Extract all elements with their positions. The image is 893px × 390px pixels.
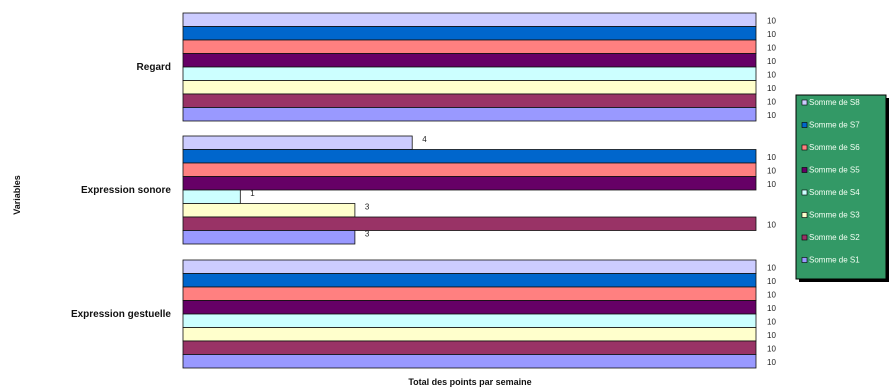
bar [182, 286, 757, 301]
legend-entry: Somme de S7 [809, 121, 860, 130]
legend-swatch [801, 99, 808, 106]
category-label: Expression sonore [81, 185, 171, 196]
bar [182, 80, 757, 95]
data-label: 10 [767, 17, 776, 26]
y-axis-title: Variables [12, 175, 22, 215]
data-label: 10 [767, 318, 776, 327]
legend-entry: Somme de S4 [809, 188, 860, 197]
category-label: Regard [137, 62, 171, 73]
data-label: 10 [767, 98, 776, 107]
legend-entry: Somme de S8 [809, 98, 860, 107]
legend: Somme de S8 Somme de S7 Somme de S6 Somme d… [795, 94, 889, 282]
data-label: 10 [767, 167, 776, 176]
data-label: 10 [767, 84, 776, 93]
bar [182, 327, 757, 342]
bar [182, 12, 757, 27]
data-label: 10 [767, 180, 776, 189]
legend-swatch [801, 167, 808, 173]
bar [182, 313, 757, 328]
legend-swatch [801, 212, 808, 218]
bar [182, 300, 757, 315]
bar [182, 149, 757, 164]
bar [182, 354, 757, 369]
data-label: 10 [767, 221, 776, 230]
legend-swatch [801, 144, 808, 151]
data-label: 10 [767, 111, 776, 120]
data-label: 10 [767, 57, 776, 66]
data-label: 10 [767, 30, 776, 39]
data-label: 10 [767, 44, 776, 53]
data-label: 10 [767, 345, 776, 354]
bar [182, 135, 413, 150]
legend-entry: Somme de S6 [809, 143, 860, 152]
legend-box [795, 94, 887, 280]
legend-entry: Somme de S3 [809, 211, 860, 220]
legend-entry: Somme de S1 [809, 256, 860, 265]
data-label: 10 [767, 304, 776, 313]
bar [182, 107, 757, 122]
data-label: 3 [365, 203, 370, 212]
bar [182, 189, 241, 204]
bar [182, 216, 757, 231]
data-label: 10 [767, 291, 776, 300]
legend-swatch [801, 234, 808, 241]
bar [182, 340, 757, 355]
category-label: Expression gestuelle [71, 309, 171, 320]
bar [182, 93, 757, 108]
data-label: 4 [422, 135, 427, 144]
bar [182, 230, 356, 245]
data-label: 1 [250, 189, 255, 198]
bars-layer: 10 10 10 10 10 10 10 10 4 10 10 10 1 3 10 3 10 10 10 10 10 10… [182, 12, 776, 369]
data-label: 10 [767, 277, 776, 286]
bar [182, 273, 757, 288]
bar [182, 39, 757, 54]
bar [182, 259, 757, 274]
legend-swatch [801, 122, 808, 128]
data-label: 10 [767, 71, 776, 80]
bar [182, 26, 757, 41]
data-label: 10 [767, 358, 776, 367]
legend-swatch [801, 189, 808, 196]
data-label: 10 [767, 153, 776, 162]
legend-entry: Somme de S5 [809, 166, 860, 175]
data-label: 10 [767, 264, 776, 273]
bar [182, 162, 757, 177]
data-label: 10 [767, 331, 776, 340]
x-axis-title: Total des points par semaine [408, 377, 531, 387]
bar [182, 66, 757, 81]
data-label: 3 [365, 230, 370, 239]
bar [182, 176, 757, 191]
legend-entry: Somme de S2 [809, 233, 860, 242]
legend-swatch [801, 257, 808, 263]
bar [182, 203, 356, 218]
category-labels: Regard Expression sonore Expression gestue… [71, 62, 171, 320]
bar [182, 53, 757, 68]
